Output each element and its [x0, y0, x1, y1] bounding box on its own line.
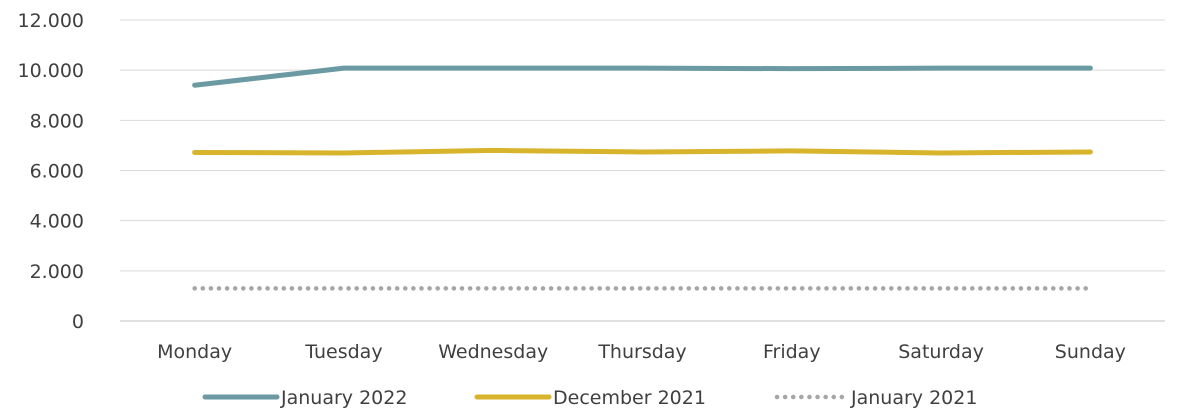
y-tick-label: 6.000: [30, 161, 84, 183]
x-axis-tick-labels: Monday Tuesday Wednesday Thursday Friday Satu…: [157, 341, 1126, 363]
x-tick-label: Thursday: [597, 341, 686, 363]
y-tick-label: 2.000: [30, 261, 84, 283]
legend-label: January 2022: [280, 387, 407, 409]
x-tick-label: Monday: [157, 341, 232, 363]
series-line: [192, 65, 1093, 88]
legend-label: December 2021: [553, 387, 706, 409]
legend-label: January 2021: [850, 387, 977, 409]
y-tick-label: 8.000: [30, 110, 84, 132]
x-tick-label: Friday: [763, 341, 821, 363]
x-tick-label: Tuesday: [304, 341, 382, 363]
series-line: [192, 147, 1093, 156]
y-tick-label: 12.000: [18, 10, 84, 32]
legend: January 2022 December 2021 January 2021: [202, 387, 977, 409]
x-tick-label: Sunday: [1055, 341, 1126, 363]
y-tick-label: 0: [72, 311, 84, 333]
y-tick-label: 4.000: [30, 211, 84, 233]
x-tick-label: Saturday: [898, 341, 984, 363]
y-axis-tick-labels: 0 2.000 4.000 6.000 8.000 10.000 12.000: [18, 10, 84, 333]
series-lines: [192, 65, 1093, 291]
x-tick-label: Wednesday: [438, 341, 548, 363]
gridlines: [120, 19, 1165, 322]
y-tick-label: 10.000: [18, 60, 84, 82]
